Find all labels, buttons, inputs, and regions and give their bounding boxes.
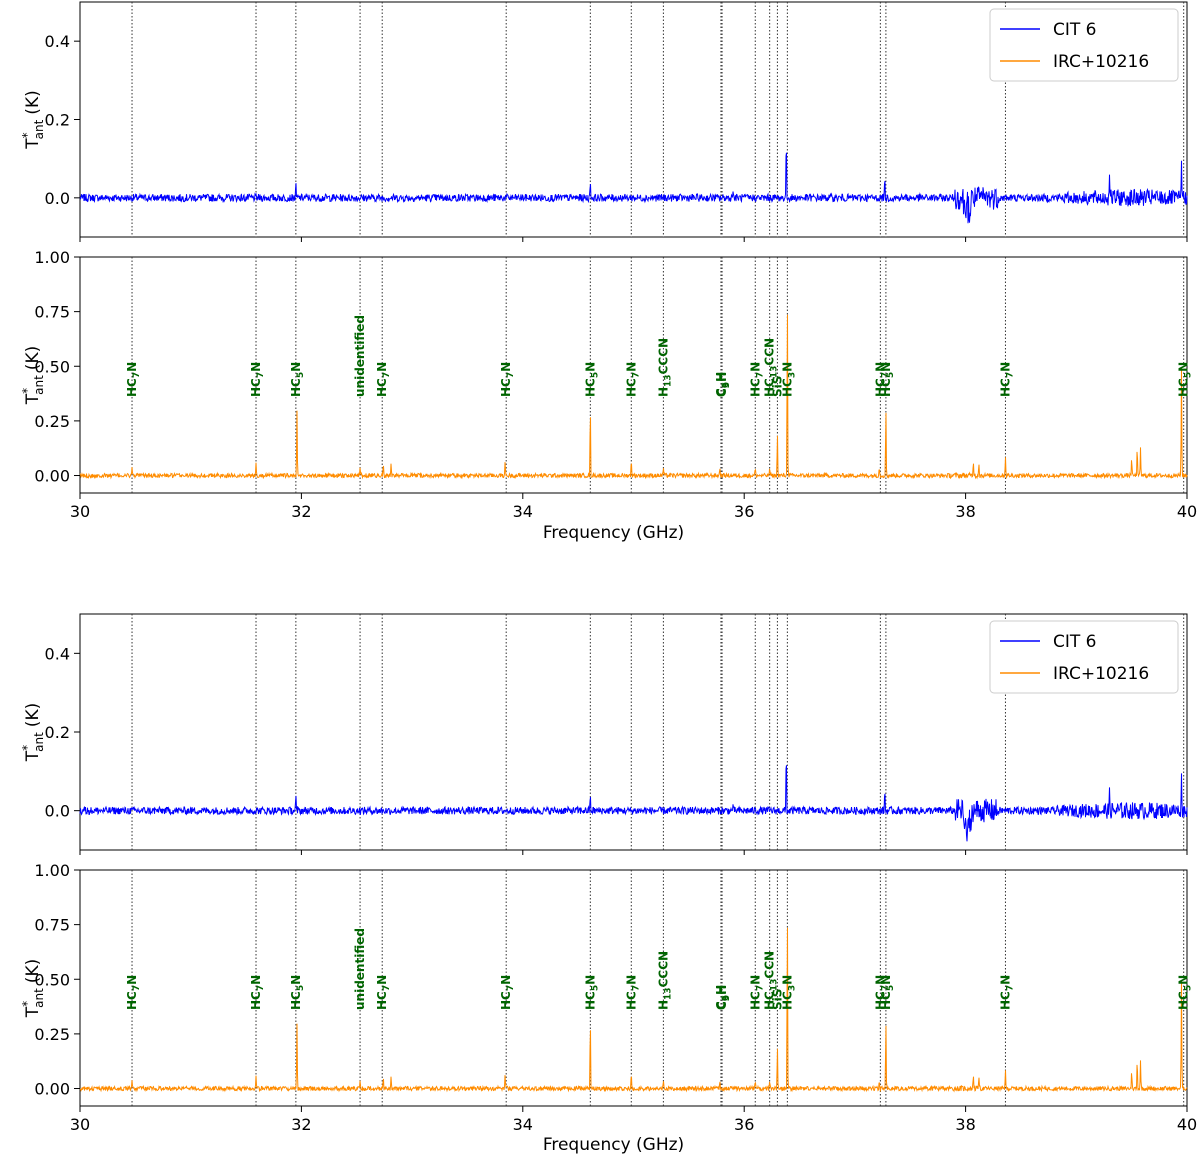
molecule-label-0-2: HC5N: [289, 362, 306, 397]
legend-cit6-label: CIT 6: [1053, 20, 1097, 40]
molecule-label-1-5: HC7N: [499, 975, 516, 1010]
molecule-label-1-13: SiS: [770, 989, 784, 1010]
top-ytick-label-1-1: 0.2: [45, 723, 70, 742]
molecule-label-0-4: HC7N: [375, 362, 392, 397]
xtick-label-1-4: 38: [955, 1115, 975, 1134]
bottom-ytick-label-1-3: 0.75: [34, 916, 70, 935]
figure-block-1: 0.0 0.2 0.4 CIT 6 IRC+10216 0.00 0.25 0.50 0.75 1…: [34, 1, 1197, 543]
molecule-label-0-15: HC7N: [873, 362, 890, 397]
molecule-label-1-4: HC7N: [375, 975, 392, 1010]
cit6-spectrum-0: [79, 152, 1188, 224]
molecule-label-1-15: HC7N: [873, 975, 890, 1010]
molecule-label-1-11: HC7N: [748, 975, 765, 1010]
xtick-label-0-0: 30: [70, 502, 90, 521]
top-ytick-label-1-0: 0.0: [45, 802, 70, 821]
molecule-label-0-0: HC7N: [125, 362, 142, 397]
molecule-label-1-3: unidentified: [353, 928, 367, 1010]
irc-spectrum-1: [79, 927, 1188, 1093]
xtick-label-0-2: 34: [513, 502, 533, 521]
legend-irc-label: IRC+10216: [1053, 52, 1149, 72]
molecule-label-0-9: C6H: [714, 372, 731, 397]
molecule-label-0-12: HC13CCN: [763, 338, 780, 397]
figure-block-2: 0.0 0.2 0.4 CIT 6 IRC+10216 0.00 0.25 0.50 0.75 1…: [34, 613, 1197, 1155]
molecule-label-1-14: HC3N: [780, 975, 797, 1010]
bottom-ytick-label-0-2: 0.50: [34, 357, 70, 376]
legend-irc-label: IRC+10216: [1053, 664, 1149, 684]
molecule-label-1-2: HC5N: [289, 975, 306, 1010]
bottom-ytick-label-1-0: 0.00: [34, 1080, 70, 1099]
top-ylabel-0: T*ant(K): [20, 90, 46, 149]
xlabel-0: Frequency (GHz): [543, 523, 684, 543]
molecule-label-1-18: HC5N: [1177, 975, 1194, 1010]
molecule-label-0-13: SiS: [770, 376, 784, 397]
molecule-label-1-6: HC5N: [583, 975, 600, 1010]
molecule-label-1-0: HC7N: [125, 975, 142, 1010]
bottom-panel-frame-1: [79, 869, 1188, 1107]
molecule-label-0-14: HC3N: [780, 362, 797, 397]
legend-1: CIT 6 IRC+10216: [989, 620, 1179, 694]
molecule-label-0-16: HC5N: [879, 362, 896, 397]
bottom-ytick-label-0-3: 0.75: [34, 303, 70, 322]
top-ytick-label-0-0: 0.0: [45, 189, 70, 208]
molecule-label-0-3: unidentified: [353, 315, 367, 397]
molecule-label-1-7: HC7N: [624, 975, 641, 1010]
molecule-label-1-10: C3H: [715, 985, 732, 1010]
xtick-label-1-1: 32: [291, 1115, 311, 1134]
xtick-label-1-2: 34: [513, 1115, 533, 1134]
bottom-ytick-label-0-1: 0.25: [34, 412, 70, 431]
molecule-label-1-16: HC5N: [879, 975, 896, 1010]
bottom-ylabel-1: T*ant(K): [20, 959, 46, 1018]
xtick-label-1-0: 30: [70, 1115, 90, 1134]
top-ytick-label-1-2: 0.4: [45, 644, 70, 663]
xtick-label-0-5: 40: [1177, 502, 1197, 521]
legend-box: [989, 620, 1179, 694]
molecule-label-0-11: HC7N: [748, 362, 765, 397]
molecule-label-1-9: C6H: [714, 985, 731, 1010]
bottom-ylabel-0: T*ant(K): [20, 346, 46, 405]
bottom-panel-frame-0: [79, 256, 1188, 494]
molecule-label-0-7: HC7N: [624, 362, 641, 397]
xtick-label-1-3: 36: [734, 1115, 754, 1134]
bottom-ytick-label-0-4: 1.00: [34, 248, 70, 267]
legend-box: [989, 8, 1179, 82]
xtick-label-0-1: 32: [291, 502, 311, 521]
molecule-label-0-1: HC7N: [249, 362, 266, 397]
molecule-label-0-6: HC5N: [583, 362, 600, 397]
molecule-label-0-8: H13CCCN: [656, 338, 673, 397]
bottom-ytick-label-1-4: 1.00: [34, 861, 70, 880]
molecule-label-1-8: H13CCCN: [656, 951, 673, 1010]
top-ytick-label-0-2: 0.4: [45, 32, 70, 51]
irc-spectrum-0: [79, 314, 1188, 480]
cit6-spectrum-1: [79, 765, 1188, 842]
molecule-label-1-17: HC7N: [998, 975, 1015, 1010]
xlabel-1: Frequency (GHz): [543, 1135, 684, 1155]
molecule-label-1-12: HC13CCN: [763, 951, 780, 1010]
top-ylabel-1: T*ant(K): [20, 703, 46, 762]
molecule-label-0-10: C3H: [715, 372, 732, 397]
bottom-ytick-label-1-1: 0.25: [34, 1025, 70, 1044]
molecule-label-0-17: HC7N: [998, 362, 1015, 397]
legend-cit6-label: CIT 6: [1053, 632, 1097, 652]
xtick-label-1-5: 40: [1177, 1115, 1197, 1134]
molecule-label-0-18: HC5N: [1177, 362, 1194, 397]
bottom-ytick-label-1-2: 0.50: [34, 970, 70, 989]
legend-0: CIT 6 IRC+10216: [989, 8, 1179, 82]
xtick-label-0-3: 36: [734, 502, 754, 521]
molecule-label-1-1: HC7N: [249, 975, 266, 1010]
top-ytick-label-0-1: 0.2: [45, 111, 70, 130]
bottom-ytick-label-0-0: 0.00: [34, 467, 70, 486]
xtick-label-0-4: 38: [955, 502, 975, 521]
molecule-label-0-5: HC7N: [499, 362, 516, 397]
